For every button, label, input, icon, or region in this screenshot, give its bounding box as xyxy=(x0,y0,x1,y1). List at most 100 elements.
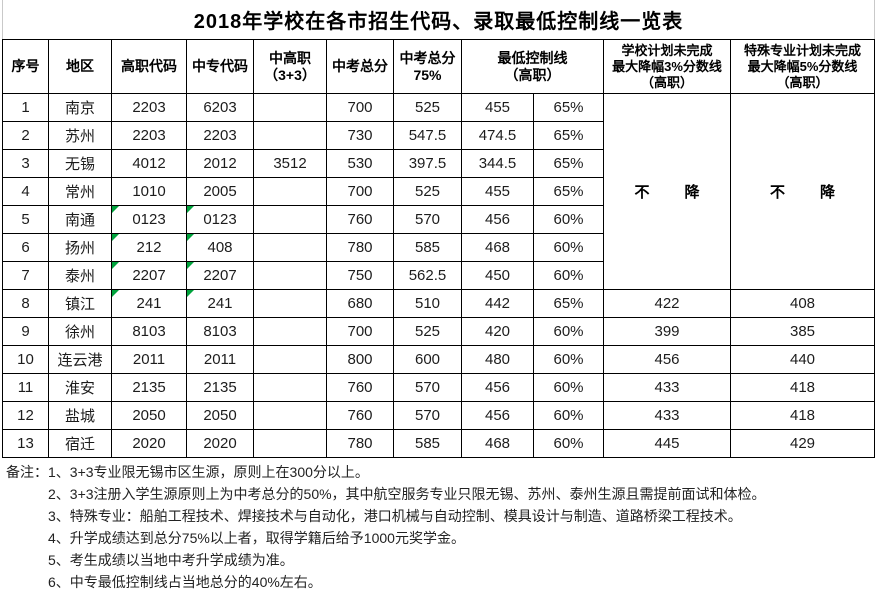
cell-zhongzhuan-code: 8103 xyxy=(186,317,254,346)
cell-zhongzhuan-code: 2203 xyxy=(186,121,254,150)
cell-zhongkao-75: 600 xyxy=(393,345,462,374)
cell-gaozhi-code: 2020 xyxy=(111,429,187,458)
cell-region: 连云港 xyxy=(48,345,112,374)
cell-region: 盐城 xyxy=(48,401,112,430)
note-item: 5、考生成绩以当地中考升学成绩为准。 xyxy=(48,552,294,568)
cell-gaozhi-code: 2011 xyxy=(111,345,187,374)
error-marker-icon xyxy=(187,206,194,213)
header-min-control-line: 最低控制线 （高职） xyxy=(461,39,604,94)
table-row: 1 南京 2203 6203 700 525 455 65% 不 降不 降 xyxy=(2,93,875,290)
cell-zhongkao-75: 570 xyxy=(393,205,462,234)
cell-gaozhi-code: 0123 xyxy=(111,205,187,234)
cell-school-drop-line: 433 xyxy=(603,373,731,402)
cell-special-drop-line: 不 降 xyxy=(730,93,875,290)
cell-special-drop-line: 418 xyxy=(730,373,875,402)
table-row: 6 扬州 212 408 780 585 468 60% xyxy=(2,233,875,262)
cell-special-drop-line: 429 xyxy=(730,429,875,458)
notes-label: 备注： xyxy=(6,464,48,480)
cell-zhonggaozhi-code xyxy=(253,345,327,374)
cell-zhongzhuan-code: 2020 xyxy=(186,429,254,458)
note-line: 备注：1、3+3专业限无锡市区生源，原则上在300分以上。 xyxy=(6,461,874,483)
cell-min-control-pct: 65% xyxy=(533,289,604,318)
cell-zhongkao-75: 562.5 xyxy=(393,261,462,290)
cell-gaozhi-code: 8103 xyxy=(111,317,187,346)
cell-zhongzhuan-code: 2011 xyxy=(186,345,254,374)
cell-region: 徐州 xyxy=(48,317,112,346)
cell-min-control-pct: 60% xyxy=(533,345,604,374)
cell-region: 泰州 xyxy=(48,261,112,290)
note-item: 1、3+3专业限无锡市区生源，原则上在300分以上。 xyxy=(48,464,369,480)
cell-zhongzhuan-code: 2207 xyxy=(186,261,254,290)
table-row: 12 盐城 2050 2050 760 570 456 60% 433 418 xyxy=(2,401,875,430)
cell-seq: 1 xyxy=(2,93,49,122)
cell-special-drop-line: 408 xyxy=(730,289,875,318)
table-row: 10 连云港 2011 2011 800 600 480 60% 456 440 xyxy=(2,345,875,374)
cell-zhongkao-total: 750 xyxy=(326,261,394,290)
cell-zhongkao-total: 730 xyxy=(326,121,394,150)
cell-seq: 3 xyxy=(2,149,49,178)
cell-min-control-pct: 60% xyxy=(533,373,604,402)
cell-special-drop-line: 418 xyxy=(730,401,875,430)
cell-zhonggaozhi-code xyxy=(253,93,327,122)
header-row: 序号 地区 高职代码 中专代码 中高职 （3+3） 中考总分 中考总分 75% … xyxy=(2,39,875,94)
cell-zhongkao-total: 780 xyxy=(326,429,394,458)
cell-zhongzhuan-code: 0123 xyxy=(186,205,254,234)
cell-region: 扬州 xyxy=(48,233,112,262)
cell-min-control-pct: 60% xyxy=(533,317,604,346)
cell-seq: 8 xyxy=(2,289,49,318)
cell-zhongkao-total: 680 xyxy=(326,289,394,318)
cell-zhongkao-total: 760 xyxy=(326,373,394,402)
cell-gaozhi-code: 4012 xyxy=(111,149,187,178)
table-body: 1 南京 2203 6203 700 525 455 65% 不 降不 降 2 苏州 2203 2203… xyxy=(2,93,875,458)
cell-gaozhi-code: 2203 xyxy=(111,121,187,150)
cell-seq: 6 xyxy=(2,233,49,262)
cell-zhonggaozhi-code xyxy=(253,289,327,318)
cell-min-control-line: 474.5 xyxy=(461,121,534,150)
cell-school-drop-line: 456 xyxy=(603,345,731,374)
cell-zhongzhuan-code: 2135 xyxy=(186,373,254,402)
cell-min-control-line: 456 xyxy=(461,373,534,402)
header-zhongkao-75: 中考总分 75% xyxy=(393,39,462,94)
cell-gaozhi-code: 241 xyxy=(111,289,187,318)
cell-seq: 4 xyxy=(2,177,49,206)
cell-min-control-line: 468 xyxy=(461,429,534,458)
cell-min-control-line: 468 xyxy=(461,233,534,262)
cell-zhonggaozhi-code xyxy=(253,177,327,206)
cell-zhongkao-total: 700 xyxy=(326,177,394,206)
cell-zhongkao-75: 570 xyxy=(393,373,462,402)
table-row: 5 南通 0123 0123 760 570 456 60% xyxy=(2,205,875,234)
cell-zhongkao-75: 397.5 xyxy=(393,149,462,178)
header-zhonggaozhi: 中高职 （3+3） xyxy=(253,39,327,94)
error-marker-icon xyxy=(112,290,119,297)
cell-min-control-line: 344.5 xyxy=(461,149,534,178)
cell-min-control-line: 442 xyxy=(461,289,534,318)
error-marker-icon xyxy=(112,234,119,241)
cell-zhongkao-total: 700 xyxy=(326,93,394,122)
cell-min-control-pct: 60% xyxy=(533,233,604,262)
cell-seq: 12 xyxy=(2,401,49,430)
cell-zhonggaozhi-code xyxy=(253,317,327,346)
note-item: 4、升学成绩达到总分75%以上者，取得学籍后给予1000元奖学金。 xyxy=(48,530,465,546)
header-seq: 序号 xyxy=(2,39,49,94)
table-row: 9 徐州 8103 8103 700 525 420 60% 399 385 xyxy=(2,317,875,346)
table-row: 8 镇江 241 241 680 510 442 65% 422 408 xyxy=(2,289,875,318)
cell-gaozhi-code: 2135 xyxy=(111,373,187,402)
cell-gaozhi-code: 2203 xyxy=(111,93,187,122)
cell-region: 宿迁 xyxy=(48,429,112,458)
admission-codes-table: 序号 地区 高职代码 中专代码 中高职 （3+3） 中考总分 中考总分 75% … xyxy=(2,39,875,458)
cell-min-control-line: 450 xyxy=(461,261,534,290)
cell-region: 南京 xyxy=(48,93,112,122)
error-marker-icon xyxy=(187,262,194,269)
cell-gaozhi-code: 2050 xyxy=(111,401,187,430)
cell-zhongkao-total: 800 xyxy=(326,345,394,374)
cell-gaozhi-code: 212 xyxy=(111,233,187,262)
cell-zhonggaozhi-code xyxy=(253,233,327,262)
cell-seq: 13 xyxy=(2,429,49,458)
cell-school-drop-line: 445 xyxy=(603,429,731,458)
cell-school-drop-line: 399 xyxy=(603,317,731,346)
table-header: 序号 地区 高职代码 中专代码 中高职 （3+3） 中考总分 中考总分 75% … xyxy=(2,39,875,94)
cell-region: 南通 xyxy=(48,205,112,234)
header-zhongkao-total: 中考总分 xyxy=(326,39,394,94)
cell-special-drop-line: 385 xyxy=(730,317,875,346)
table-row: 13 宿迁 2020 2020 780 585 468 60% 445 429 xyxy=(2,429,875,458)
